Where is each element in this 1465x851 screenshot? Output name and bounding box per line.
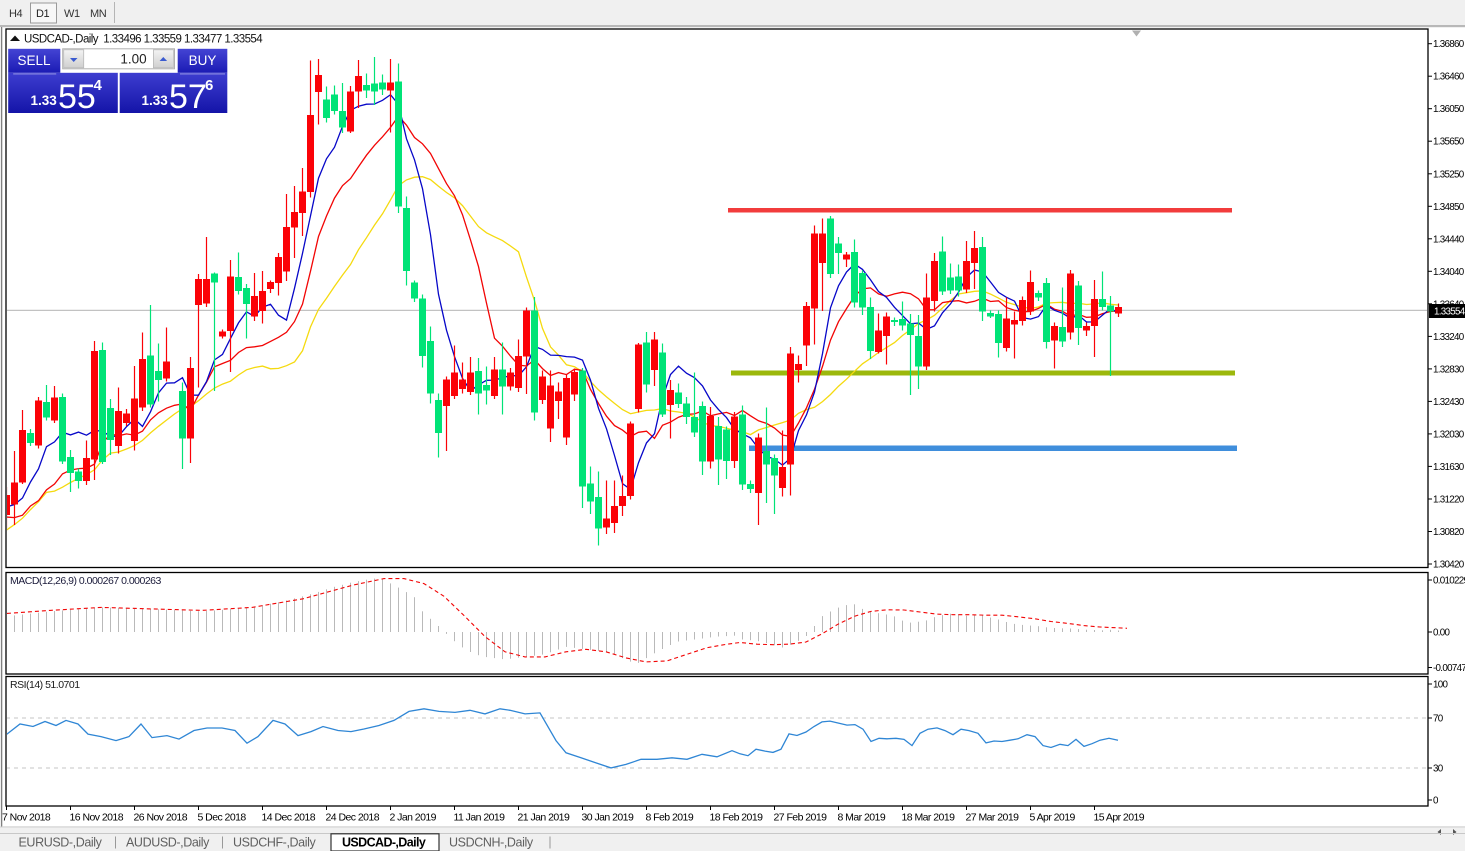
svg-text:MACD(12,26,9) 0.000267 0.00026: MACD(12,26,9) 0.000267 0.000263 <box>10 575 162 587</box>
svg-text:BUY: BUY <box>189 53 217 68</box>
svg-text:1.36050: 1.36050 <box>1433 104 1465 115</box>
svg-text:1.33: 1.33 <box>142 93 169 108</box>
svg-text:USDCAD-,Daily 1.33496 1.33559: USDCAD-,Daily 1.33496 1.33559 1.33477 1.… <box>24 34 263 46</box>
svg-text:1.32830: 1.32830 <box>1433 364 1465 375</box>
svg-text:W1: W1 <box>64 8 80 20</box>
svg-text:USDCHF-,Daily: USDCHF-,Daily <box>233 836 316 850</box>
svg-text:24 Dec 2018: 24 Dec 2018 <box>326 812 380 824</box>
svg-text:1.32430: 1.32430 <box>1433 397 1465 408</box>
svg-text:15 Apr 2019: 15 Apr 2019 <box>1094 812 1145 824</box>
svg-text:D1: D1 <box>36 8 50 20</box>
svg-text:1.30420: 1.30420 <box>1433 560 1465 571</box>
svg-text:30: 30 <box>1433 764 1444 775</box>
svg-text:7 Nov 2018: 7 Nov 2018 <box>2 812 51 824</box>
svg-text:1.33240: 1.33240 <box>1433 332 1465 343</box>
svg-text:1.33554: 1.33554 <box>1434 307 1465 318</box>
svg-text:SELL: SELL <box>17 53 51 68</box>
svg-text:57: 57 <box>169 78 207 116</box>
svg-text:-0.007477: -0.007477 <box>1433 663 1465 674</box>
svg-text:1.30820: 1.30820 <box>1433 527 1465 538</box>
svg-text:18 Feb 2019: 18 Feb 2019 <box>710 812 764 824</box>
svg-text:30 Jan 2019: 30 Jan 2019 <box>582 812 634 824</box>
svg-text:EURUSD-,Daily: EURUSD-,Daily <box>19 836 103 850</box>
svg-text:H4: H4 <box>9 8 23 20</box>
svg-text:1.36460: 1.36460 <box>1433 72 1465 83</box>
svg-text:55: 55 <box>58 78 96 116</box>
svg-text:5 Apr 2019: 5 Apr 2019 <box>1030 812 1076 824</box>
svg-text:1.35650: 1.35650 <box>1433 137 1465 148</box>
svg-text:USDCAD-,Daily: USDCAD-,Daily <box>342 836 426 850</box>
svg-text:1.31630: 1.31630 <box>1433 462 1465 473</box>
svg-text:8 Mar 2019: 8 Mar 2019 <box>838 812 886 824</box>
svg-text:MN: MN <box>90 8 107 20</box>
svg-text:1.00: 1.00 <box>120 52 146 67</box>
svg-text:0.010229: 0.010229 <box>1433 576 1465 587</box>
svg-text:16 Nov 2018: 16 Nov 2018 <box>70 812 124 824</box>
svg-text:27 Mar 2019: 27 Mar 2019 <box>966 812 1020 824</box>
svg-text:1.36860: 1.36860 <box>1433 39 1465 50</box>
svg-text:26 Nov 2018: 26 Nov 2018 <box>134 812 188 824</box>
svg-text:USDCNH-,Daily: USDCNH-,Daily <box>449 836 534 850</box>
svg-text:1.34040: 1.34040 <box>1433 267 1465 278</box>
svg-text:5 Dec 2018: 5 Dec 2018 <box>198 812 247 824</box>
svg-text:AUDUSD-,Daily: AUDUSD-,Daily <box>126 836 210 850</box>
svg-text:8 Feb 2019: 8 Feb 2019 <box>646 812 694 824</box>
svg-text:2 Jan 2019: 2 Jan 2019 <box>390 812 437 824</box>
svg-text:1.34850: 1.34850 <box>1433 202 1465 213</box>
svg-text:0.00: 0.00 <box>1433 628 1451 639</box>
svg-text:14 Dec 2018: 14 Dec 2018 <box>262 812 316 824</box>
svg-text:6: 6 <box>205 77 213 94</box>
svg-text:4: 4 <box>94 77 103 94</box>
svg-text:27 Feb 2019: 27 Feb 2019 <box>774 812 828 824</box>
svg-text:18 Mar 2019: 18 Mar 2019 <box>902 812 956 824</box>
svg-text:1.33: 1.33 <box>31 93 58 108</box>
svg-text:1.31220: 1.31220 <box>1433 495 1465 506</box>
svg-text:70: 70 <box>1433 714 1444 725</box>
svg-text:11 Jan 2019: 11 Jan 2019 <box>454 812 506 824</box>
svg-text:1.34440: 1.34440 <box>1433 234 1465 245</box>
svg-text:0: 0 <box>1433 796 1439 807</box>
svg-text:1.35250: 1.35250 <box>1433 169 1465 180</box>
svg-text:21 Jan 2019: 21 Jan 2019 <box>518 812 570 824</box>
svg-text:100: 100 <box>1433 680 1448 691</box>
svg-text:1.32030: 1.32030 <box>1433 429 1465 440</box>
svg-text:RSI(14) 51.0701: RSI(14) 51.0701 <box>10 679 80 691</box>
